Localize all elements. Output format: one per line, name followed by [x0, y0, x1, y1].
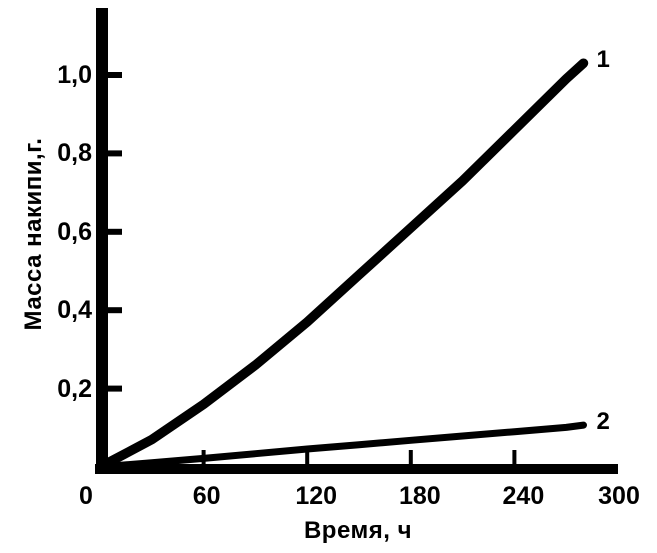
curve-label-2: 2 — [596, 408, 610, 436]
x-axis-title: Время, ч — [303, 517, 413, 544]
x-tick-label: 120 — [295, 482, 338, 510]
curve-1 — [95, 58, 589, 472]
x-tick-label: 300 — [598, 482, 640, 510]
curve-label-1: 1 — [596, 46, 610, 74]
x-tick-label: 240 — [502, 482, 545, 510]
curve-2 — [96, 421, 587, 471]
x-tick-label: 180 — [398, 482, 441, 510]
x-axis-line — [95, 464, 618, 474]
y-tick-mark — [107, 307, 122, 314]
y-tick-label: 0,6 — [57, 217, 92, 246]
y-axis-line — [96, 8, 108, 473]
y-tick-label: 1,0 — [57, 61, 92, 89]
x-tick-label: 0 — [79, 482, 93, 510]
x-tick-mark — [408, 450, 413, 466]
x-tick-mark — [512, 450, 517, 466]
y-tick-label: 0,2 — [57, 374, 92, 403]
y-tick-label: 0,8 — [57, 139, 92, 168]
y-tick-mark — [107, 228, 122, 235]
x-tick-label: 60 — [192, 482, 221, 510]
y-tick-label: 0,4 — [57, 296, 92, 325]
y-tick-mark — [107, 385, 122, 392]
y-tick-mark — [107, 150, 122, 157]
x-tick-mark — [305, 450, 310, 466]
y-tick-mark — [107, 72, 122, 78]
